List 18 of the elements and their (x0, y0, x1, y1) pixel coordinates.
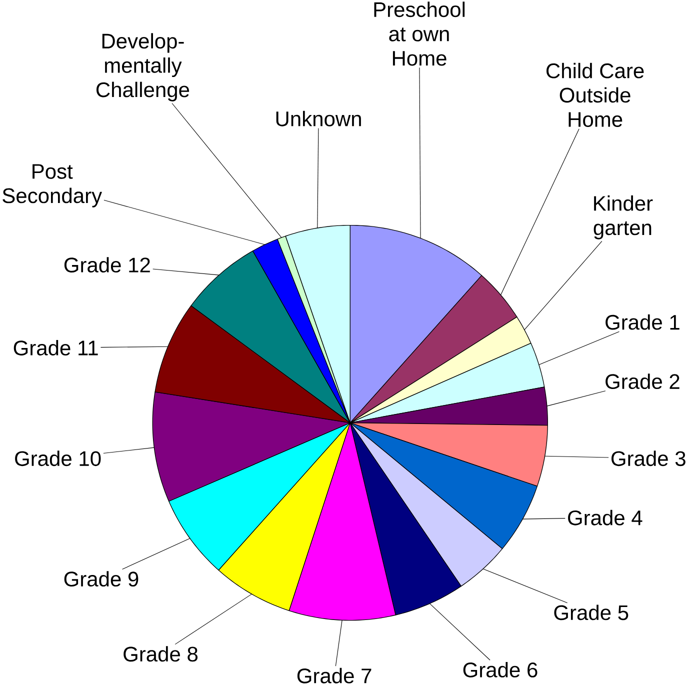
slice-label: Preschool at own Home (374, 2, 465, 66)
slice-label: Grade 6 (463, 662, 538, 678)
slice-label: Grade 9 (64, 571, 138, 587)
slice-label: Grade 7 (297, 668, 372, 684)
slice-label: Grade 12 (64, 257, 150, 272)
slice-label: Grade 10 (15, 450, 101, 466)
slice-label: Grade 11 (14, 340, 98, 356)
slice-label: Grade 4 (568, 510, 642, 526)
slice-label: Develop-mentally Challenge (96, 33, 190, 102)
slice-label: Post Secondary (2, 164, 102, 208)
slice-label: Grade 5 (554, 604, 628, 620)
slice-label: Grade 2 (606, 374, 680, 390)
slice-label: Grade 8 (124, 646, 198, 662)
slice-label: Kinder garten (594, 195, 653, 240)
slice-label: Grade 3 (612, 450, 686, 466)
slice-label: Unknown (276, 110, 361, 126)
slice-label: Grade 1 (606, 314, 680, 330)
slice-label: Child Care Outside Home (546, 62, 644, 127)
